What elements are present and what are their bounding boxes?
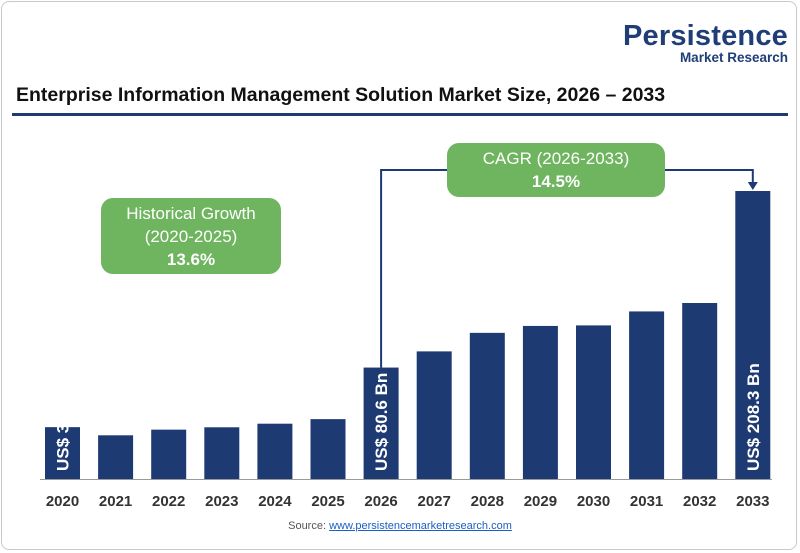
x-tick-2021: 2021 xyxy=(99,493,132,510)
source-link[interactable]: www.persistencemarketresearch.com xyxy=(329,520,512,532)
chart-title: Enterprise Information Management Soluti… xyxy=(16,84,666,106)
bar-2020 xyxy=(45,427,80,479)
bar-2024 xyxy=(257,423,293,479)
x-tick-2023: 2023 xyxy=(205,493,238,510)
x-tick-2033: 2033 xyxy=(736,493,769,510)
x-tick-2031: 2031 xyxy=(630,493,663,510)
cagr-arrowhead xyxy=(747,182,758,190)
bar-2030 xyxy=(576,325,611,479)
logo-name: Persistence xyxy=(622,20,788,52)
bar-2029 xyxy=(522,325,558,479)
bar-2031 xyxy=(629,311,665,479)
cagr-value: 14.5% xyxy=(531,172,581,191)
bar-2025 xyxy=(310,419,346,479)
x-tick-2027: 2027 xyxy=(418,493,451,510)
x-tick-2025: 2025 xyxy=(311,493,344,510)
x-tick-2022: 2022 xyxy=(152,493,185,510)
title-divider xyxy=(12,113,788,116)
x-tick-2024: 2024 xyxy=(258,493,292,510)
historical-growth-label: Historical Growth xyxy=(126,204,256,223)
data-label-2020: US$ 37.5 Bn xyxy=(54,373,73,471)
bar-2022 xyxy=(151,429,187,479)
historical-growth-period: (2020-2025) xyxy=(144,227,238,246)
cagr-label: CAGR (2026-2033) xyxy=(482,149,630,168)
x-tick-2029: 2029 xyxy=(524,493,557,510)
source-note: Source: www.persistencemarketresearch.co… xyxy=(0,520,800,532)
bar-2021 xyxy=(98,435,134,479)
cagr-callout: CAGR (2026-2033) 14.5% xyxy=(447,143,665,197)
bar-2023 xyxy=(204,427,240,479)
x-tick-2026: 2026 xyxy=(364,493,397,510)
data-label-2026: US$ 80.6 Bn xyxy=(372,373,391,471)
bar-2026 xyxy=(363,367,399,479)
bar-2027 xyxy=(416,351,452,479)
x-tick-2030: 2030 xyxy=(577,493,610,510)
historical-growth-value: 13.6% xyxy=(166,250,216,269)
source-label: Source: xyxy=(288,520,327,532)
brand-logo: Persistence Market Research xyxy=(612,20,792,66)
historical-growth-callout: Historical Growth (2020-2025) 13.6% xyxy=(101,198,281,274)
x-tick-2020: 2020 xyxy=(46,493,79,510)
x-tick-2032: 2032 xyxy=(683,493,716,510)
x-tick-2028: 2028 xyxy=(471,493,504,510)
logo-tagline: Market Research xyxy=(679,50,788,65)
bar-2028 xyxy=(469,332,505,479)
data-label-2033: US$ 208.3 Bn xyxy=(744,363,763,471)
bar-2032 xyxy=(682,302,718,479)
bar-2033 xyxy=(735,191,771,479)
